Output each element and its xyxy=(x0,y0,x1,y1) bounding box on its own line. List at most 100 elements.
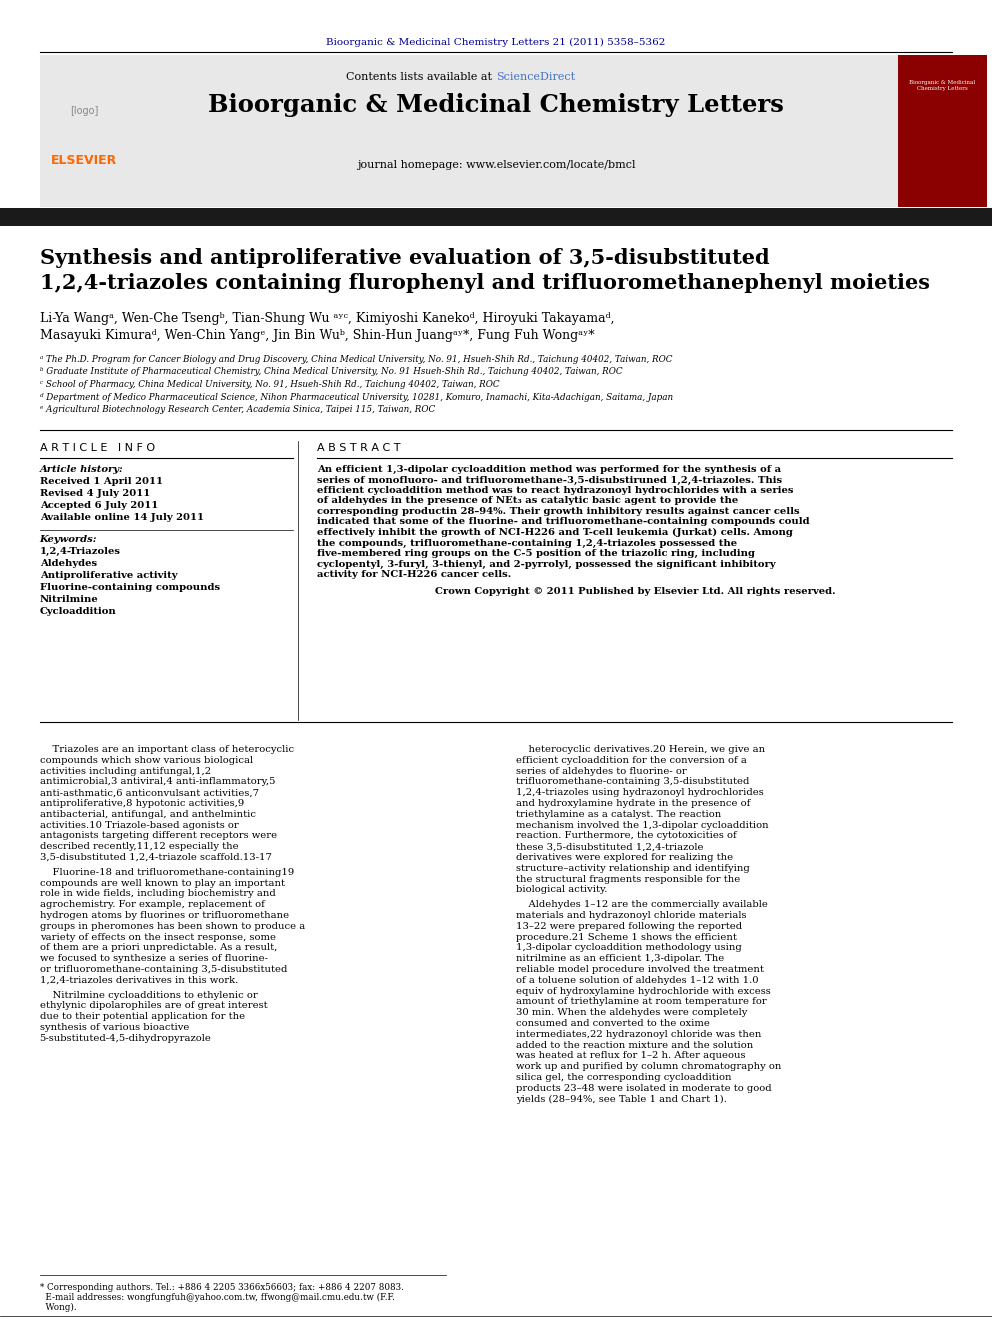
Text: five-membered ring groups on the C-5 position of the triazolic ring, including: five-membered ring groups on the C-5 pos… xyxy=(317,549,756,558)
Text: added to the reaction mixture and the solution: added to the reaction mixture and the so… xyxy=(516,1041,753,1049)
Text: silica gel, the corresponding cycloaddition: silica gel, the corresponding cycloaddit… xyxy=(516,1073,731,1082)
Text: materials and hydrazonoyl chloride materials: materials and hydrazonoyl chloride mater… xyxy=(516,912,746,919)
Text: compounds are well known to play an important: compounds are well known to play an impo… xyxy=(40,878,285,888)
Text: compounds which show various biological: compounds which show various biological xyxy=(40,755,253,765)
Text: nitrilmine as an efficient 1,3-dipolar. The: nitrilmine as an efficient 1,3-dipolar. … xyxy=(516,954,724,963)
Text: ELSEVIER: ELSEVIER xyxy=(52,153,117,167)
Text: or trifluoromethane-containing 3,5-disubstituted: or trifluoromethane-containing 3,5-disub… xyxy=(40,964,287,974)
Text: Fluorine-containing compounds: Fluorine-containing compounds xyxy=(40,583,220,591)
Text: Accepted 6 July 2011: Accepted 6 July 2011 xyxy=(40,501,158,509)
Text: was heated at reflux for 1–2 h. After aqueous: was heated at reflux for 1–2 h. After aq… xyxy=(516,1052,745,1061)
Text: E-mail addresses: wongfungfuh@yahoo.com.tw, ffwong@mail.cmu.edu.tw (F.F.: E-mail addresses: wongfungfuh@yahoo.com.… xyxy=(40,1293,395,1302)
Text: ScienceDirect: ScienceDirect xyxy=(496,71,575,82)
Text: activities including antifungal,1,2: activities including antifungal,1,2 xyxy=(40,766,211,775)
Text: triethylamine as a catalyst. The reaction: triethylamine as a catalyst. The reactio… xyxy=(516,810,721,819)
Text: 30 min. When the aldehydes were completely: 30 min. When the aldehydes were complete… xyxy=(516,1008,747,1017)
Text: and hydroxylamine hydrate in the presence of: and hydroxylamine hydrate in the presenc… xyxy=(516,799,750,808)
Text: 3,5-disubstituted 1,2,4-triazole scaffold.13-17: 3,5-disubstituted 1,2,4-triazole scaffol… xyxy=(40,853,272,863)
Text: the structural fragments responsible for the: the structural fragments responsible for… xyxy=(516,875,740,884)
Text: activity for NCI-H226 cancer cells.: activity for NCI-H226 cancer cells. xyxy=(317,570,512,579)
Text: intermediates,22 hydrazonoyl chloride was then: intermediates,22 hydrazonoyl chloride wa… xyxy=(516,1029,761,1039)
Text: 1,2,4-triazoles using hydrazonoyl hydrochlorides: 1,2,4-triazoles using hydrazonoyl hydroc… xyxy=(516,789,764,798)
Text: Wong).: Wong). xyxy=(40,1303,76,1312)
Text: ethylynic dipolarophiles are of great interest: ethylynic dipolarophiles are of great in… xyxy=(40,1002,267,1011)
Text: A R T I C L E   I N F O: A R T I C L E I N F O xyxy=(40,443,155,452)
Text: efficient cycloaddition method was to react hydrazonoyl hydrochlorides with a se: efficient cycloaddition method was to re… xyxy=(317,486,794,495)
Text: role in wide fields, including biochemistry and: role in wide fields, including biochemis… xyxy=(40,889,276,898)
Text: reliable model procedure involved the treatment: reliable model procedure involved the tr… xyxy=(516,964,764,974)
Text: amount of triethylamine at room temperature for: amount of triethylamine at room temperat… xyxy=(516,998,767,1007)
Text: derivatives were explored for realizing the: derivatives were explored for realizing … xyxy=(516,853,733,863)
Text: An efficient 1,3-dipolar cycloaddition method was performed for the synthesis of: An efficient 1,3-dipolar cycloaddition m… xyxy=(317,464,782,474)
Text: consumed and converted to the oxime: consumed and converted to the oxime xyxy=(516,1019,709,1028)
Text: Bioorganic & Medicinal Chemistry Letters: Bioorganic & Medicinal Chemistry Letters xyxy=(208,93,784,116)
Text: variety of effects on the insect response, some: variety of effects on the insect respons… xyxy=(40,933,276,942)
Text: of them are a priori unpredictable. As a result,: of them are a priori unpredictable. As a… xyxy=(40,943,277,953)
Text: structure–activity relationship and identifying: structure–activity relationship and iden… xyxy=(516,864,750,873)
Text: equiv of hydroxylamine hydrochloride with excess: equiv of hydroxylamine hydrochloride wit… xyxy=(516,987,771,996)
Text: cyclopentyl, 3-furyl, 3-thienyl, and 2-pyrrolyl, possessed the significant inhib: cyclopentyl, 3-furyl, 3-thienyl, and 2-p… xyxy=(317,560,776,569)
Text: mechanism involved the 1,3-dipolar cycloaddition: mechanism involved the 1,3-dipolar cyclo… xyxy=(516,820,769,830)
Text: 1,2,4-Triazoles: 1,2,4-Triazoles xyxy=(40,546,121,556)
Text: of aldehydes in the presence of NEt₃ as catalytic basic agent to provide the: of aldehydes in the presence of NEt₃ as … xyxy=(317,496,739,505)
Text: Synthesis and antiproliferative evaluation of 3,5-disubstituted: Synthesis and antiproliferative evaluati… xyxy=(40,247,770,269)
Bar xyxy=(0,208,992,226)
Text: Article history:: Article history: xyxy=(40,464,123,474)
Text: Aldehydes 1–12 are the commercially available: Aldehydes 1–12 are the commercially avai… xyxy=(516,900,768,909)
Bar xyxy=(898,56,987,206)
Text: procedure.21 Scheme 1 shows the efficient: procedure.21 Scheme 1 shows the efficien… xyxy=(516,933,737,942)
Text: 1,3-dipolar cycloaddition methodology using: 1,3-dipolar cycloaddition methodology us… xyxy=(516,943,742,953)
Text: groups in pheromones has been shown to produce a: groups in pheromones has been shown to p… xyxy=(40,922,305,931)
Text: ᶜ School of Pharmacy, China Medical University, No. 91, Hsueh-Shih Rd., Taichung: ᶜ School of Pharmacy, China Medical Univ… xyxy=(40,380,499,389)
Text: efficient cycloaddition for the conversion of a: efficient cycloaddition for the conversi… xyxy=(516,755,747,765)
Text: we focused to synthesize a series of fluorine-: we focused to synthesize a series of flu… xyxy=(40,954,268,963)
Text: 1,2,4-triazoles derivatives in this work.: 1,2,4-triazoles derivatives in this work… xyxy=(40,976,238,984)
Text: products 23–48 were isolated in moderate to good: products 23–48 were isolated in moderate… xyxy=(516,1084,772,1093)
Text: Cycloaddition: Cycloaddition xyxy=(40,607,116,617)
Text: Triazoles are an important class of heterocyclic: Triazoles are an important class of hete… xyxy=(40,745,294,754)
Text: antibacterial, antifungal, and anthelmintic: antibacterial, antifungal, and anthelmin… xyxy=(40,810,256,819)
Text: Nitrilmine cycloadditions to ethylenic or: Nitrilmine cycloadditions to ethylenic o… xyxy=(40,991,258,1000)
Text: Contents lists available at: Contents lists available at xyxy=(346,71,496,82)
Text: corresponding productin 28–94%. Their growth inhibitory results against cancer c: corresponding productin 28–94%. Their gr… xyxy=(317,507,801,516)
Text: ᵃ The Ph.D. Program for Cancer Biology and Drug Discovery, China Medical Univers: ᵃ The Ph.D. Program for Cancer Biology a… xyxy=(40,355,673,364)
Text: 1,2,4-triazoles containing flurophenyl and trifluoromethanephenyl moieties: 1,2,4-triazoles containing flurophenyl a… xyxy=(40,273,930,292)
Text: Bioorganic & Medicinal
Chemistry Letters: Bioorganic & Medicinal Chemistry Letters xyxy=(910,79,975,91)
Text: trifluoromethane-containing 3,5-disubstituted: trifluoromethane-containing 3,5-disubsti… xyxy=(516,778,749,786)
Text: activities.10 Triazole-based agonists or: activities.10 Triazole-based agonists or xyxy=(40,820,238,830)
Text: work up and purified by column chromatography on: work up and purified by column chromatog… xyxy=(516,1062,782,1072)
Text: of a toluene solution of aldehydes 1–12 with 1.0: of a toluene solution of aldehydes 1–12 … xyxy=(516,976,759,984)
Text: Fluorine-18 and trifluoromethane-containing19: Fluorine-18 and trifluoromethane-contain… xyxy=(40,868,294,877)
Text: due to their potential application for the: due to their potential application for t… xyxy=(40,1012,245,1021)
Text: Crown Copyright © 2011 Published by Elsevier Ltd. All rights reserved.: Crown Copyright © 2011 Published by Else… xyxy=(434,586,835,595)
Text: Bioorganic & Medicinal Chemistry Letters 21 (2011) 5358–5362: Bioorganic & Medicinal Chemistry Letters… xyxy=(326,38,666,48)
Text: Revised 4 July 2011: Revised 4 July 2011 xyxy=(40,490,150,497)
Text: Antiproliferative activity: Antiproliferative activity xyxy=(40,572,178,579)
Text: A B S T R A C T: A B S T R A C T xyxy=(317,443,401,452)
Text: journal homepage: www.elsevier.com/locate/bmcl: journal homepage: www.elsevier.com/locat… xyxy=(357,160,635,169)
Text: the compounds, trifluoromethane-containing 1,2,4-triazoles possessed the: the compounds, trifluoromethane-containi… xyxy=(317,538,738,548)
Bar xyxy=(40,56,913,206)
Text: Masayuki Kimuraᵈ, Wen-Chin Yangᵉ, Jin Bin Wuᵇ, Shin-Hun Juangᵃʸ*, Fung Fuh Wongᵃ: Masayuki Kimuraᵈ, Wen-Chin Yangᵉ, Jin Bi… xyxy=(40,329,594,343)
Text: * Corresponding authors. Tel.: +886 4 2205 3366x56603; fax: +886 4 2207 8083.: * Corresponding authors. Tel.: +886 4 22… xyxy=(40,1283,404,1293)
Text: Li-Ya Wangᵃ, Wen-Che Tsengᵇ, Tian-Shung Wu ᵃʸᶜ, Kimiyoshi Kanekoᵈ, Hiroyuki Taka: Li-Ya Wangᵃ, Wen-Che Tsengᵇ, Tian-Shung … xyxy=(40,312,614,325)
Text: agrochemistry. For example, replacement of: agrochemistry. For example, replacement … xyxy=(40,900,265,909)
Text: series of monofluoro- and trifluoromethane-3,5-disubstiruned 1,2,4-triazoles. Th: series of monofluoro- and trifluorometha… xyxy=(317,475,783,484)
Text: heterocyclic derivatives.20 Herein, we give an: heterocyclic derivatives.20 Herein, we g… xyxy=(516,745,765,754)
Text: [logo]: [logo] xyxy=(70,106,98,116)
Text: yields (28–94%, see Table 1 and Chart 1).: yields (28–94%, see Table 1 and Chart 1)… xyxy=(516,1094,727,1103)
Text: antagonists targeting different receptors were: antagonists targeting different receptor… xyxy=(40,831,277,840)
Text: anti-asthmatic,6 anticonvulsant activities,7: anti-asthmatic,6 anticonvulsant activiti… xyxy=(40,789,259,798)
Text: Keywords:: Keywords: xyxy=(40,534,97,544)
Text: 5-substituted-4,5-dihydropyrazole: 5-substituted-4,5-dihydropyrazole xyxy=(40,1033,211,1043)
Text: antimicrobial,3 antiviral,4 anti-inflammatory,5: antimicrobial,3 antiviral,4 anti-inflamm… xyxy=(40,778,275,786)
Text: series of aldehydes to fluorine- or: series of aldehydes to fluorine- or xyxy=(516,766,686,775)
Text: Nitrilmine: Nitrilmine xyxy=(40,595,98,605)
Text: effectively inhibit the growth of NCI-H226 and T-cell leukemia (Jurkat) cells. A: effectively inhibit the growth of NCI-H2… xyxy=(317,528,794,537)
Text: indicated that some of the fluorine- and trifluoromethane-containing compounds c: indicated that some of the fluorine- and… xyxy=(317,517,810,527)
Text: Available online 14 July 2011: Available online 14 July 2011 xyxy=(40,513,203,523)
Text: these 3,5-disubstituted 1,2,4-triazole: these 3,5-disubstituted 1,2,4-triazole xyxy=(516,843,703,851)
Text: synthesis of various bioactive: synthesis of various bioactive xyxy=(40,1023,189,1032)
Text: Aldehydes: Aldehydes xyxy=(40,560,97,568)
Text: antiproliferative,8 hypotonic activities,9: antiproliferative,8 hypotonic activities… xyxy=(40,799,244,808)
